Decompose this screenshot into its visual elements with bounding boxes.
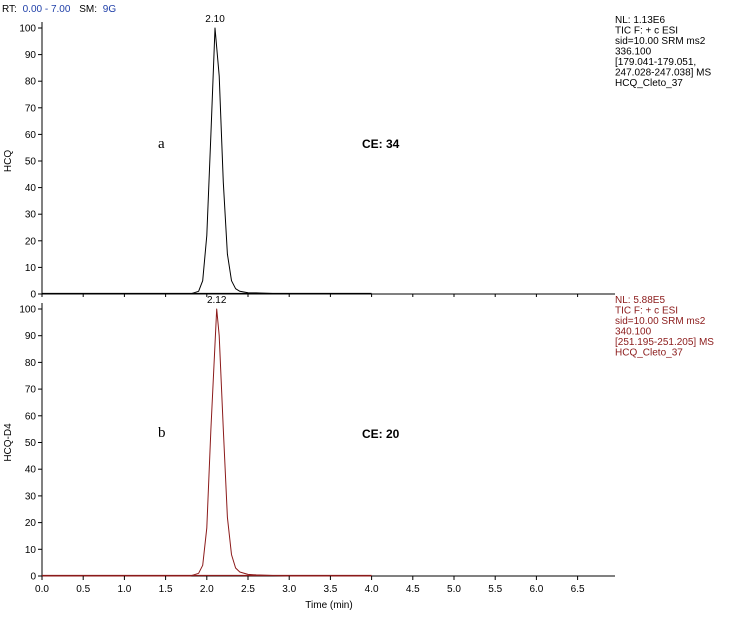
y-tick-label: 60: [25, 130, 37, 141]
y-tick-label: 20: [25, 236, 37, 247]
y-tick-label: 70: [25, 103, 37, 114]
peak-label: 2.12: [207, 295, 227, 306]
y-tick-label: 50: [25, 438, 37, 449]
y-tick-label: 0: [30, 572, 36, 583]
x-tick-label: 2.5: [241, 584, 255, 595]
scan-meta-line: 340.100: [615, 327, 652, 338]
y-tick-label: 40: [25, 183, 37, 194]
sm-value: 9G: [103, 4, 117, 15]
x-tick-label: 6.5: [571, 584, 585, 595]
scan-meta-line: TIC F: + c ESI: [615, 26, 678, 37]
x-tick-label: 1.0: [117, 584, 131, 595]
scan-meta-line: [251.195-251.205] MS: [615, 337, 714, 348]
trace-line: [42, 308, 372, 577]
y-tick-label: 30: [25, 491, 37, 502]
y-tick-label: 80: [25, 77, 37, 88]
x-tick-label: 2.0: [200, 584, 214, 595]
x-tick-label: 3.0: [282, 584, 296, 595]
scan-meta-line: HCQ_Cleto_37: [615, 348, 683, 359]
scan-meta-line: 336.100: [615, 47, 652, 58]
peak-label: 2.10: [205, 14, 225, 25]
y-axis-title: HCQ: [3, 150, 14, 172]
rt-value: 0.00 - 7.00: [23, 4, 71, 15]
scan-meta-line: 247.028-247.038] MS: [615, 68, 712, 79]
x-tick-label: 0.5: [76, 584, 90, 595]
x-tick-label: 4.5: [406, 584, 420, 595]
y-tick-label: 100: [19, 24, 36, 35]
panel-a: 0 10 20 30 40 50 60 70 80 90 100 HCQ 2.10 a CE: 34 NL: …: [3, 14, 712, 301]
scan-meta-line: TIC F: + c ESI: [615, 306, 678, 317]
y-tick-label: 50: [25, 157, 37, 168]
x-tick-label: 4.0: [365, 584, 379, 595]
panel-letter: a: [158, 136, 165, 152]
scan-meta-line: [179.041-179.051,: [615, 57, 696, 68]
y-tick-label: 70: [25, 385, 37, 396]
scan-meta-line: sid=10.00 SRM ms2: [615, 36, 706, 47]
panel-letter: b: [158, 425, 166, 441]
y-tick-label: 100: [19, 305, 36, 316]
y-tick-label: 10: [25, 263, 37, 274]
header-line: RT: 0.00 - 7.00 SM: 9G: [2, 4, 116, 15]
x-tick-label: 1.5: [159, 584, 173, 595]
x-axis: 0.0 0.5 1.0 1.5 2.0 2.5 3.0 3.5 4.0 4.5 5.0 5.5 6.0 6…: [35, 294, 585, 595]
scan-meta-line: NL: 1.13E6: [615, 15, 665, 26]
panel-b: 0 10 20 30 40 50 60 70 80 90 100 HCQ-D4 2.12 b CE: 20 N…: [3, 295, 714, 583]
x-axis-title: Time (min): [305, 600, 352, 611]
x-tick-label: 6.0: [529, 584, 543, 595]
x-tick-label: 5.0: [447, 584, 461, 595]
x-tick-label: 0.0: [35, 584, 49, 595]
y-tick-label: 30: [25, 210, 37, 221]
rt-label: RT:: [2, 4, 17, 15]
y-tick-label: 90: [25, 331, 37, 342]
x-tick-label: 5.5: [488, 584, 502, 595]
y-tick-label: 0: [30, 290, 36, 301]
collision-energy-label: CE: 20: [362, 427, 400, 441]
scan-meta-line: sid=10.00 SRM ms2: [615, 316, 706, 327]
y-tick-label: 10: [25, 545, 37, 556]
y-tick-label: 60: [25, 411, 37, 422]
collision-energy-label: CE: 34: [362, 137, 400, 151]
x-tick-label: 3.5: [323, 584, 337, 595]
scan-meta-line: NL: 5.88E5: [615, 295, 665, 306]
trace-line: [42, 27, 372, 295]
y-axis-title: HCQ-D4: [3, 423, 14, 462]
y-tick-label: 20: [25, 518, 37, 529]
y-tick-label: 90: [25, 50, 37, 61]
scan-meta-line: HCQ_Cleto_37: [615, 78, 683, 89]
sm-label: SM:: [79, 4, 97, 15]
y-tick-label: 80: [25, 358, 37, 369]
y-tick-label: 40: [25, 465, 37, 476]
